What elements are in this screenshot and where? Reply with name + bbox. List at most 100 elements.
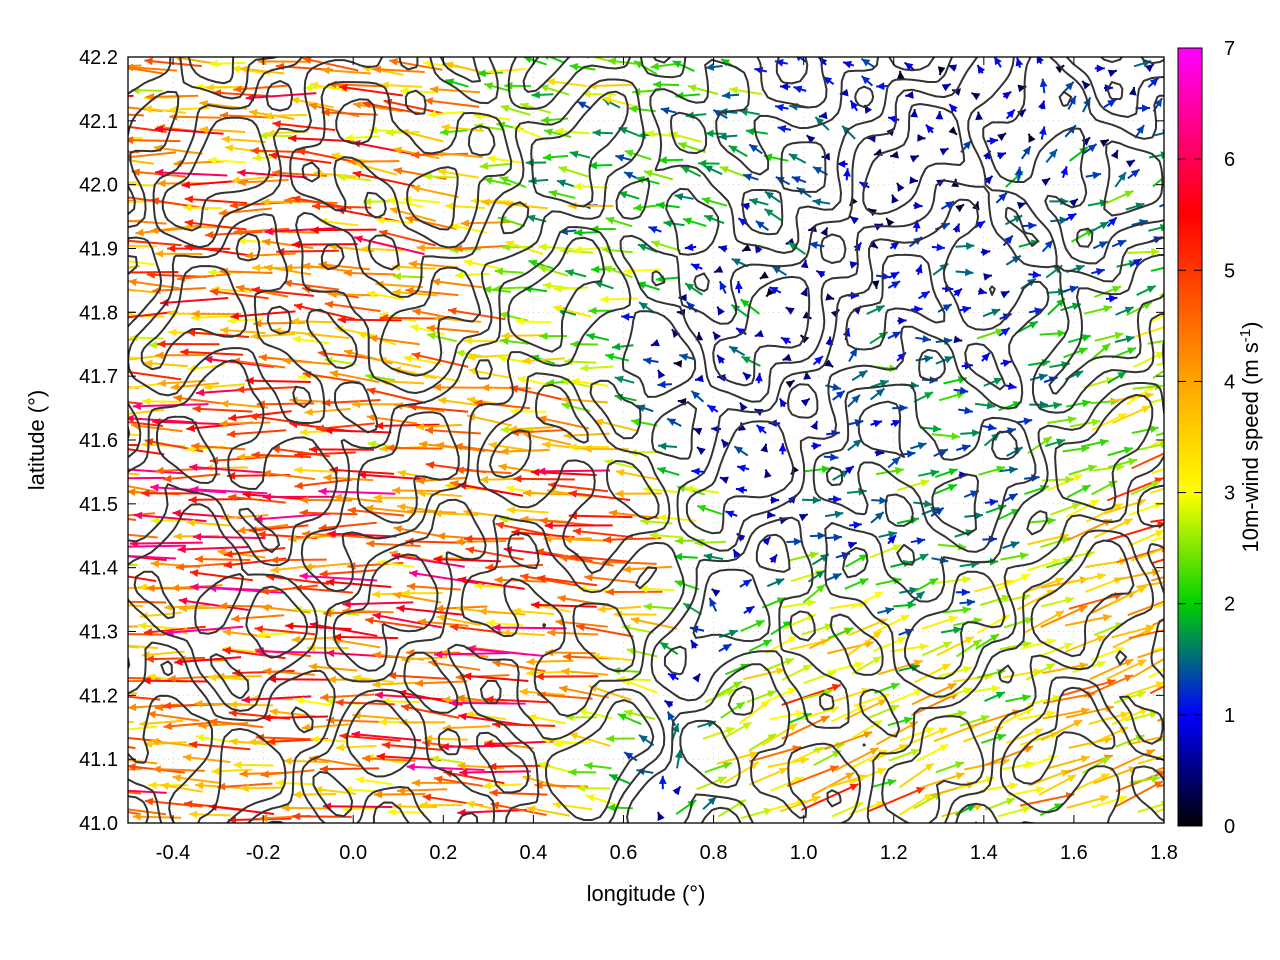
wind-vector-head — [953, 335, 963, 344]
wind-vector-shaft — [293, 586, 353, 594]
wind-vector-head — [873, 419, 883, 428]
wind-vector-head — [1081, 137, 1091, 146]
wind-vector-head — [983, 273, 992, 281]
wind-vector-head — [691, 467, 700, 476]
wind-vector-head — [172, 509, 181, 518]
wind-vector-head — [150, 197, 160, 205]
wind-vector-head — [150, 737, 159, 746]
wind-vector-shaft — [226, 429, 287, 436]
wind-vector-head — [260, 587, 270, 596]
wind-vector-shaft — [513, 477, 575, 481]
wind-vector-head — [299, 572, 308, 581]
wind-vector-head — [245, 376, 254, 385]
wind-vector-shaft — [154, 171, 228, 177]
wind-vector-head — [92, 220, 100, 228]
y-tick-label: 41.9 — [79, 239, 118, 261]
wind-vector-shaft — [236, 523, 289, 533]
wind-vector-head — [547, 628, 556, 637]
wind-vector-head — [658, 369, 666, 379]
wind-vector-head — [1117, 172, 1126, 182]
wind-vector-head — [460, 219, 469, 228]
wind-vector-head — [304, 408, 313, 416]
wind-vector-head — [743, 372, 752, 381]
wind-vector-head — [147, 673, 156, 682]
wind-vector-head — [466, 800, 475, 809]
wind-vector-head — [199, 125, 209, 134]
wind-vector-head — [898, 316, 907, 325]
wind-vector-shaft — [1134, 326, 1164, 338]
wind-vector-shaft — [309, 622, 378, 637]
wind-vector-head — [674, 580, 684, 588]
wind-vector-head — [236, 453, 246, 461]
y-tick-label: 41.6 — [79, 430, 118, 452]
wind-vector-shaft — [145, 94, 199, 99]
wind-vector-head — [526, 669, 535, 677]
wind-vector-head — [86, 802, 95, 810]
wind-vector-shaft — [276, 249, 339, 253]
wind-vector-head — [769, 554, 778, 564]
wind-vector-head — [597, 605, 606, 613]
wind-vector-shaft — [1114, 780, 1164, 808]
wind-vector-head — [489, 788, 498, 797]
wind-vector-head — [481, 198, 490, 207]
wind-vector-head — [194, 555, 204, 564]
wind-vector-head — [103, 134, 111, 142]
wind-vector-head — [1022, 693, 1031, 702]
wind-vector-shaft — [128, 94, 134, 98]
wind-vector-head — [128, 763, 136, 771]
wind-vector-head — [658, 442, 667, 451]
wind-vector-head — [163, 722, 172, 731]
wind-vector-head — [228, 493, 237, 502]
wind-vector-head — [168, 328, 177, 337]
wind-vector-head — [163, 474, 172, 483]
wind-vector-head — [249, 412, 258, 421]
wind-vector-head — [1167, 596, 1176, 603]
wind-vector-shaft — [324, 429, 392, 434]
wind-vector-shaft — [128, 533, 158, 539]
wind-vector-head — [68, 96, 76, 104]
wind-vector-shaft — [537, 469, 610, 473]
wind-vector-head — [1107, 69, 1117, 78]
wind-vector-head — [236, 385, 245, 394]
wind-vector-shaft — [318, 521, 377, 530]
wind-vector-head — [260, 603, 270, 612]
wind-vector-head — [1002, 359, 1012, 368]
wind-vector-head — [108, 480, 117, 488]
wind-vector-head — [160, 782, 170, 790]
wind-vector-head — [615, 489, 624, 498]
wind-vector-shaft — [128, 472, 140, 476]
wind-vector-shaft — [173, 396, 228, 406]
wind-vector-head — [616, 675, 625, 684]
wind-vector-shaft — [325, 580, 392, 588]
wind-vector-head — [154, 125, 164, 134]
wind-vector-shaft — [128, 433, 141, 437]
wind-vector-shaft — [144, 799, 203, 808]
wind-vector-head — [941, 83, 951, 92]
wind-vector-head — [1170, 750, 1179, 757]
wind-vector-head — [308, 102, 318, 111]
wind-vector-shaft — [128, 113, 144, 117]
wind-vector-head — [559, 685, 568, 693]
wind-vector-head — [208, 268, 217, 277]
wind-vector-shaft — [294, 478, 353, 488]
wind-vector-head — [924, 763, 934, 772]
wind-vector-head — [1136, 125, 1145, 135]
wind-vector-head — [809, 551, 819, 559]
wind-vector-head — [1204, 510, 1213, 518]
wind-vector-head — [890, 241, 900, 250]
wind-vector-shaft — [1150, 266, 1164, 272]
wind-vector-shaft — [270, 558, 327, 562]
wind-vector-shaft — [319, 767, 380, 771]
x-tick-label: 0.4 — [519, 842, 547, 864]
wind-vector-head — [427, 332, 436, 340]
wind-vector-head — [895, 466, 904, 475]
wind-vector-shaft — [319, 569, 378, 576]
wind-vector-head — [1065, 475, 1074, 484]
wind-vector-head — [236, 284, 245, 293]
wind-vector-head — [131, 168, 140, 177]
wind-vector-head — [713, 331, 722, 341]
wind-vector-head — [935, 111, 944, 120]
x-tick-label: 1.6 — [1060, 842, 1088, 864]
wind-vector-shaft — [128, 139, 181, 143]
wind-vector-head — [252, 263, 261, 272]
